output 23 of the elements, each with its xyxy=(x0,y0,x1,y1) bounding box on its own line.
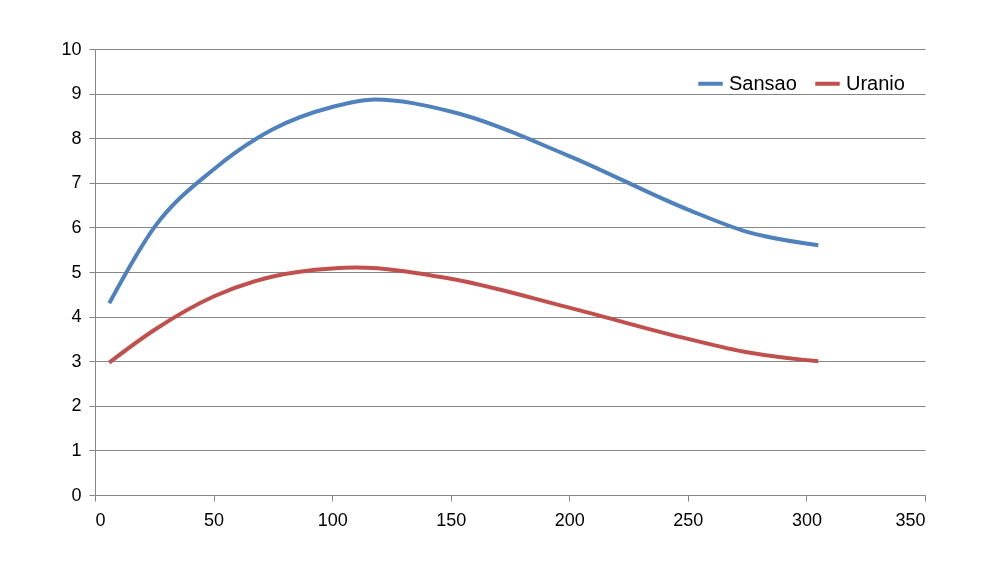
y-tick-label: 0 xyxy=(71,484,82,505)
y-tick-label: 8 xyxy=(71,127,82,148)
line-series xyxy=(107,265,821,365)
y-tick-label: 7 xyxy=(71,172,82,193)
x-tick-label: 100 xyxy=(317,509,348,530)
y-tick-label: 6 xyxy=(71,216,82,237)
y-tick-label: 3 xyxy=(71,350,82,371)
y-tick-label: 2 xyxy=(71,395,82,416)
y-tick-label: 5 xyxy=(71,261,82,282)
x-tick-label: 0 xyxy=(95,509,106,530)
y-tick-label: 4 xyxy=(71,306,82,327)
x-tick-label: 50 xyxy=(204,509,225,530)
y-tick-label: 10 xyxy=(61,38,82,59)
line-series xyxy=(107,97,821,306)
x-tick-label: 200 xyxy=(554,509,585,530)
x-tick-label: 300 xyxy=(791,509,822,530)
y-tick-label: 9 xyxy=(71,83,82,104)
legend-label: Uranio xyxy=(846,71,905,94)
y-tick-label: 1 xyxy=(71,439,82,460)
legend-label: Sansao xyxy=(729,71,797,94)
x-tick-label: 150 xyxy=(436,509,467,530)
x-tick-label: 350 xyxy=(895,509,926,530)
x-tick-label: 250 xyxy=(673,509,704,530)
